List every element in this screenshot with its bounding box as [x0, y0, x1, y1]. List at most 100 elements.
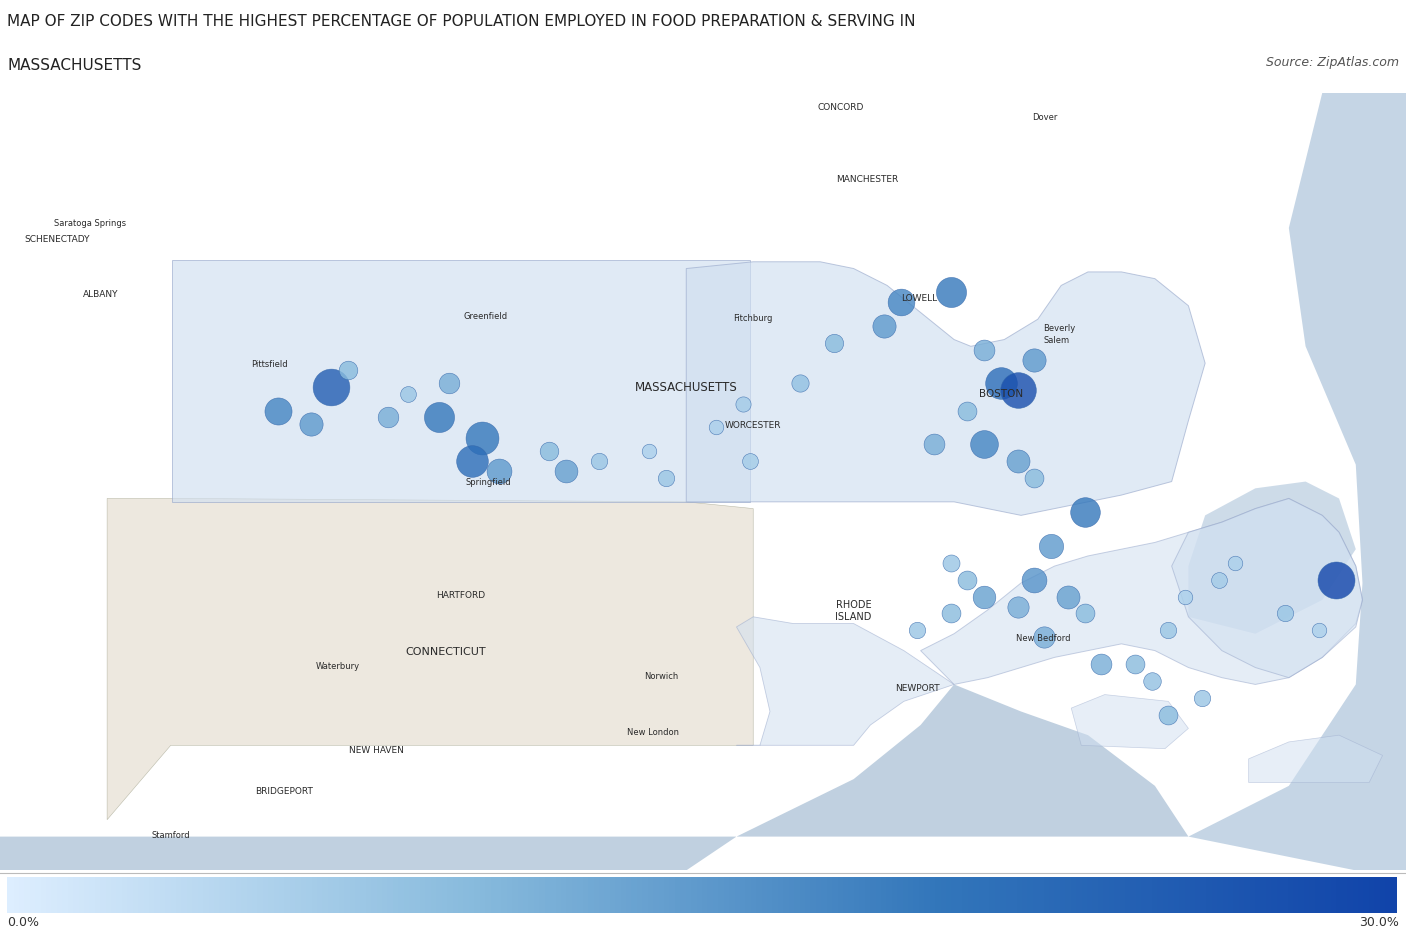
- Text: WORCESTER: WORCESTER: [725, 421, 782, 430]
- Point: [396, 387, 419, 402]
- Point: [299, 417, 322, 432]
- Point: [1324, 573, 1347, 588]
- Point: [554, 464, 576, 479]
- Point: [1007, 384, 1029, 399]
- Text: 0.0%: 0.0%: [7, 915, 39, 929]
- Point: [1308, 623, 1330, 638]
- Text: BRIDGEPORT: BRIDGEPORT: [256, 786, 314, 796]
- Text: Pittsfield: Pittsfield: [252, 359, 288, 368]
- Point: [427, 410, 450, 425]
- Text: MAP OF ZIP CODES WITH THE HIGHEST PERCENTAGE OF POPULATION EMPLOYED IN FOOD PREP: MAP OF ZIP CODES WITH THE HIGHEST PERCEN…: [7, 14, 915, 29]
- Point: [1040, 539, 1063, 554]
- Text: Norwich: Norwich: [644, 672, 678, 680]
- Polygon shape: [1188, 482, 1355, 634]
- Text: Stamford: Stamford: [152, 830, 190, 840]
- Point: [1024, 573, 1046, 588]
- Text: RHODE
ISLAND: RHODE ISLAND: [835, 600, 872, 622]
- Point: [1073, 505, 1095, 519]
- Point: [990, 376, 1012, 391]
- Text: Dover: Dover: [1032, 112, 1057, 122]
- Text: HARTFORD: HARTFORD: [436, 591, 485, 600]
- Text: ALBANY: ALBANY: [83, 290, 118, 300]
- Point: [1191, 691, 1213, 706]
- Polygon shape: [1188, 94, 1406, 870]
- Point: [873, 319, 896, 334]
- Polygon shape: [107, 499, 754, 820]
- Point: [1007, 454, 1029, 469]
- Polygon shape: [173, 261, 749, 503]
- Polygon shape: [921, 499, 1362, 685]
- Point: [939, 285, 962, 300]
- Point: [889, 296, 911, 311]
- Point: [1157, 623, 1180, 638]
- Point: [537, 445, 560, 460]
- Point: [823, 336, 845, 351]
- Text: BOSTON: BOSTON: [979, 388, 1024, 399]
- Text: Springfield: Springfield: [465, 477, 512, 487]
- Polygon shape: [737, 617, 955, 745]
- Point: [321, 380, 343, 395]
- Point: [1007, 600, 1029, 615]
- Polygon shape: [1249, 736, 1382, 782]
- Point: [956, 573, 979, 588]
- Point: [939, 607, 962, 622]
- Point: [1024, 471, 1046, 486]
- Point: [1208, 573, 1230, 588]
- Text: CONCORD: CONCORD: [817, 103, 863, 111]
- Text: Waterbury: Waterbury: [316, 662, 360, 670]
- Point: [905, 623, 928, 638]
- Point: [1033, 630, 1056, 645]
- Point: [1157, 708, 1180, 723]
- Point: [733, 397, 755, 412]
- Text: Source: ZipAtlas.com: Source: ZipAtlas.com: [1265, 56, 1399, 69]
- Text: Saratoga Springs: Saratoga Springs: [55, 219, 127, 228]
- Point: [939, 556, 962, 571]
- Text: Fitchburg: Fitchburg: [734, 314, 773, 323]
- Text: New Rochelle: New Rochelle: [60, 878, 117, 886]
- Polygon shape: [1171, 499, 1362, 678]
- Point: [377, 410, 399, 425]
- Point: [1024, 353, 1046, 368]
- Point: [471, 431, 494, 446]
- Point: [973, 343, 995, 358]
- Point: [337, 363, 360, 378]
- Point: [1140, 674, 1163, 689]
- Point: [789, 376, 811, 391]
- Point: [1225, 556, 1247, 571]
- Text: NEWPORT: NEWPORT: [896, 683, 939, 693]
- Point: [1073, 607, 1095, 622]
- Point: [1057, 590, 1080, 605]
- Text: New Bedford: New Bedford: [1015, 634, 1070, 643]
- Point: [1090, 657, 1112, 672]
- Point: [738, 454, 761, 469]
- Polygon shape: [1071, 695, 1188, 749]
- Text: LOWELL: LOWELL: [901, 294, 936, 302]
- Point: [488, 464, 510, 479]
- Text: MANCHESTER: MANCHESTER: [837, 175, 898, 184]
- Point: [1123, 657, 1146, 672]
- Point: [706, 420, 728, 435]
- Text: New London: New London: [627, 727, 679, 737]
- Point: [956, 403, 979, 418]
- Text: Greenfield: Greenfield: [464, 312, 508, 321]
- Text: SCHENECTADY: SCHENECTADY: [24, 234, 90, 243]
- Text: MASSACHUSETTS: MASSACHUSETTS: [636, 381, 738, 394]
- Polygon shape: [0, 685, 1188, 870]
- Point: [973, 437, 995, 452]
- Point: [437, 376, 460, 391]
- Point: [588, 454, 610, 469]
- Point: [267, 403, 290, 418]
- Text: 30.0%: 30.0%: [1360, 915, 1399, 929]
- Text: Beverly: Beverly: [1043, 324, 1076, 333]
- Point: [1174, 590, 1197, 605]
- Polygon shape: [686, 262, 1205, 516]
- Point: [461, 454, 484, 469]
- Point: [973, 590, 995, 605]
- Text: Salem: Salem: [1043, 336, 1069, 344]
- Point: [1274, 607, 1296, 622]
- Point: [922, 437, 945, 452]
- Point: [638, 445, 661, 460]
- Text: NEW HAVEN: NEW HAVEN: [349, 745, 404, 754]
- Text: CONNECTICUT: CONNECTICUT: [405, 646, 485, 656]
- Text: MASSACHUSETTS: MASSACHUSETTS: [7, 58, 142, 73]
